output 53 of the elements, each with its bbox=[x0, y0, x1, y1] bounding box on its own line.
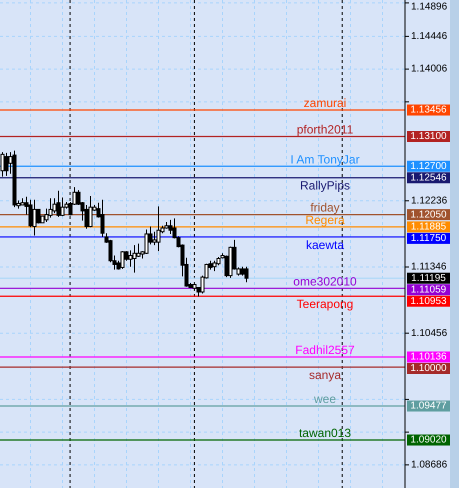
text: 1.11885 bbox=[410, 222, 447, 233]
ref-line-label: Regera bbox=[305, 212, 346, 227]
text: 1.10136 bbox=[410, 352, 448, 363]
y-tick-label: 1.14446 bbox=[411, 31, 448, 42]
candlestick bbox=[52, 198, 56, 214]
candlestick bbox=[212, 260, 216, 272]
text: 1.11750 bbox=[410, 233, 447, 244]
text: 1.13100 bbox=[410, 131, 448, 142]
ref-line-label: wee bbox=[312, 392, 336, 406]
candlestick bbox=[244, 266, 248, 283]
candlestick bbox=[0, 152, 4, 178]
candlestick bbox=[132, 244, 136, 274]
candlestick bbox=[84, 204, 88, 230]
ref-line-label: friday bbox=[310, 200, 340, 215]
ref-line-label: ome302010 bbox=[293, 274, 358, 288]
ref-line-label: Teerapong bbox=[296, 297, 354, 312]
text: 1.11059 bbox=[410, 284, 447, 296]
candlestick bbox=[32, 199, 36, 236]
text: 1.12050 bbox=[410, 209, 448, 220]
candlestick bbox=[60, 197, 64, 217]
text: 1.10953 bbox=[410, 296, 448, 307]
candlestick bbox=[36, 208, 40, 224]
ref-line-label: I Am TonyJar bbox=[290, 152, 360, 166]
ref-line-label: RallyPips bbox=[300, 178, 350, 193]
candlestick bbox=[88, 196, 92, 228]
candlestick bbox=[152, 231, 156, 246]
y-tick-label: 1.14006 bbox=[411, 64, 448, 75]
y-tick-label: 1.08686 bbox=[411, 460, 448, 471]
candlestick bbox=[56, 190, 60, 218]
y-tick-label: 1.10456 bbox=[411, 328, 448, 339]
ref-line-label: tawan013 bbox=[298, 426, 352, 440]
candlestick bbox=[156, 206, 160, 252]
ref-line-label: zamurai bbox=[304, 96, 346, 110]
text: 1.09477 bbox=[410, 400, 448, 412]
candlestick bbox=[120, 250, 124, 270]
candlestick bbox=[48, 198, 52, 218]
text: 1.11195 bbox=[411, 272, 446, 284]
ref-line-label: sanya bbox=[308, 368, 342, 382]
ref-line-label: Fadhil2557 bbox=[295, 343, 356, 357]
ref-line-label: pforth2011 bbox=[296, 122, 354, 137]
text: 1.13456 bbox=[410, 104, 448, 116]
text: 1.12700 bbox=[410, 160, 448, 172]
candlestick bbox=[144, 228, 148, 255]
candlestick bbox=[136, 243, 140, 258]
text: 1.09020 bbox=[410, 434, 448, 446]
ref-line-label: kaewta bbox=[306, 238, 344, 252]
y-tick-label: 1.12236 bbox=[411, 195, 448, 206]
y-tick-label: 1.11346 bbox=[411, 262, 447, 273]
y-tick-label: 1.14896 bbox=[411, 2, 448, 13]
text: 1.10000 bbox=[410, 363, 448, 374]
candlestick bbox=[168, 219, 172, 234]
text: 1.12546 bbox=[410, 172, 448, 184]
candlestick bbox=[4, 152, 8, 176]
